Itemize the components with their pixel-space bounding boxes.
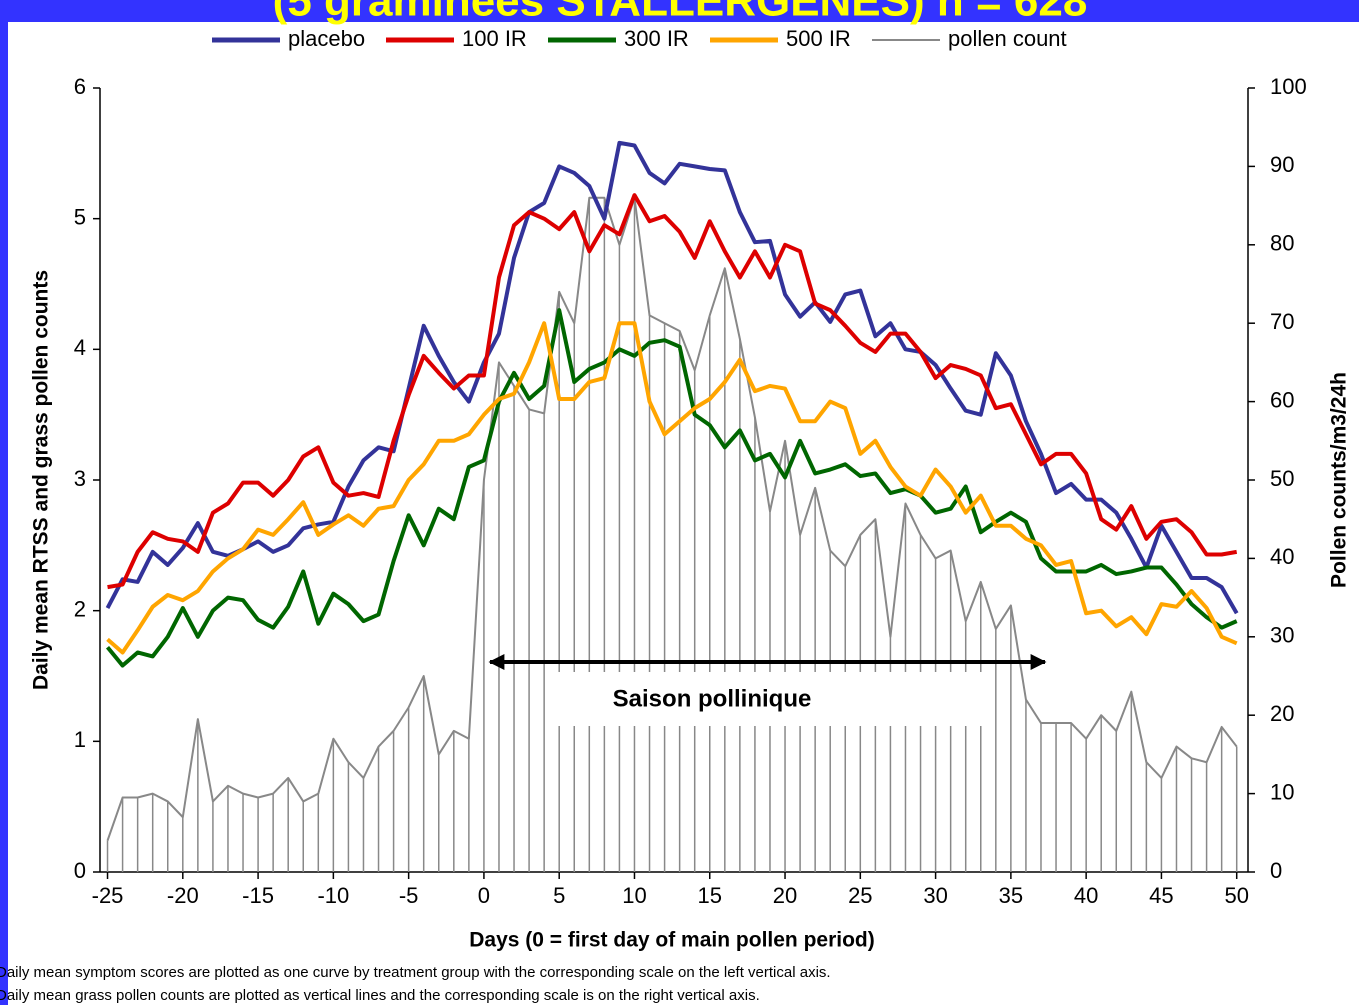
x-tick-label: 25 — [848, 883, 872, 908]
y2-tick-label: 80 — [1270, 231, 1294, 256]
x-tick-label: 45 — [1149, 883, 1173, 908]
series-line — [106, 321, 1238, 655]
x-tick-label: -10 — [317, 883, 349, 908]
y-tick-label: 2 — [74, 596, 86, 621]
x-axis-title: Days (0 = first day of main pollen perio… — [469, 929, 875, 952]
series-line — [105, 140, 1239, 615]
x-tick-label: -25 — [92, 883, 124, 908]
x-tick-label: 35 — [999, 883, 1023, 908]
x-tick-label: -5 — [399, 883, 419, 908]
y-tick-label: 0 — [74, 858, 86, 883]
x-tick-label: 5 — [553, 883, 565, 908]
y2-tick-label: 10 — [1270, 779, 1294, 804]
legend-label: 500 IR — [786, 26, 851, 51]
x-tick-label: 30 — [923, 883, 947, 908]
y2-tick-label: 20 — [1270, 701, 1294, 726]
y2-axis-title: Pollen counts/m3/24h — [1328, 372, 1351, 588]
y-tick-label: 1 — [74, 727, 86, 752]
legend-label: pollen count — [948, 26, 1067, 51]
annotation-background — [545, 672, 985, 726]
y-tick-label: 3 — [74, 466, 86, 491]
y2-tick-label: 90 — [1270, 152, 1294, 177]
x-tick-label: 20 — [773, 883, 797, 908]
legend-label: 300 IR — [624, 26, 689, 51]
y2-tick-label: 70 — [1270, 309, 1294, 334]
chart-title: (5 graminées STALLERGENES) n = 628 — [273, 0, 1088, 26]
y2-tick-label: 30 — [1270, 623, 1294, 648]
y2-tick-label: 60 — [1270, 387, 1294, 412]
left-band — [0, 0, 8, 1005]
title-band — [0, 0, 1359, 22]
x-tick-label: 0 — [478, 883, 490, 908]
series-line — [106, 196, 1238, 841]
x-tick-label: 15 — [698, 883, 722, 908]
legend-label: 100 IR — [462, 26, 527, 51]
y-tick-label: 4 — [74, 335, 86, 360]
footnote: Daily mean symptom scores are plotted as… — [0, 964, 831, 981]
series-line — [105, 308, 1238, 668]
annotation: Saison pollinique — [613, 685, 812, 712]
y-axis-title: Daily mean RTSS and grass pollen counts — [30, 270, 53, 690]
x-tick-label: -20 — [167, 883, 199, 908]
y2-tick-label: 0 — [1270, 858, 1282, 883]
y-tick-label: 6 — [74, 74, 86, 99]
y-tick-label: 5 — [74, 204, 86, 229]
x-tick-label: -15 — [242, 883, 274, 908]
y2-tick-label: 100 — [1270, 74, 1307, 99]
x-tick-label: 50 — [1224, 883, 1248, 908]
footnote: Daily mean grass pollen counts are plott… — [0, 987, 760, 1004]
y2-tick-label: 40 — [1270, 544, 1294, 569]
x-tick-label: 10 — [622, 883, 646, 908]
series-line — [107, 193, 1238, 590]
legend-label: placebo — [288, 26, 365, 51]
x-tick-label: 40 — [1074, 883, 1098, 908]
y2-tick-label: 50 — [1270, 466, 1294, 491]
